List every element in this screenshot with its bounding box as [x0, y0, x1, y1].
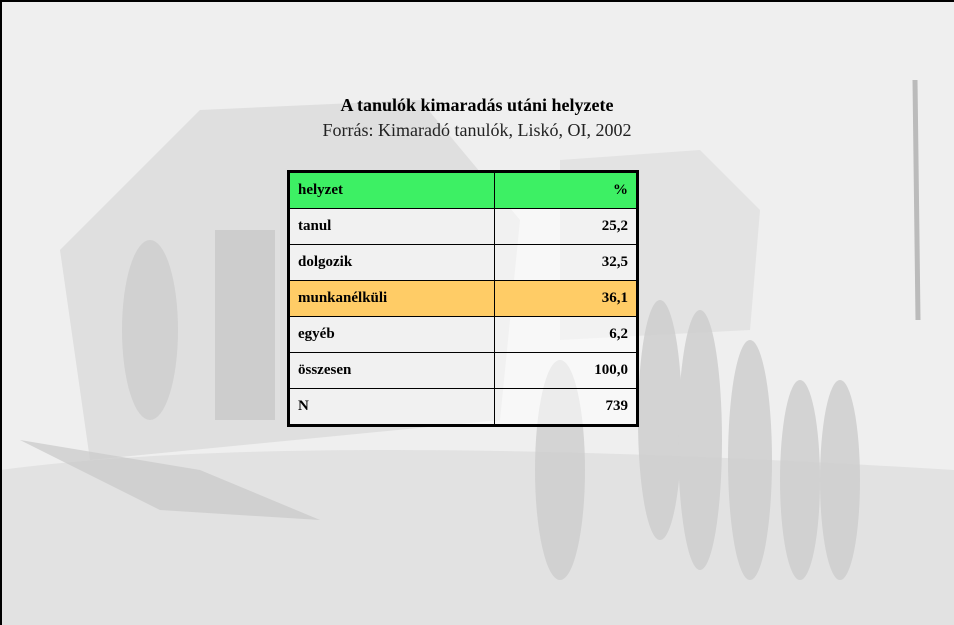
- cell: 100,0: [494, 352, 638, 389]
- subtitle: Forrás: Kimaradó tanulók, Liskó, OI, 200…: [322, 120, 632, 140]
- cell: 6,2: [494, 316, 638, 353]
- cell: tanul: [288, 208, 495, 245]
- cell: munkanélküli: [288, 280, 495, 317]
- row: tanul 25,2: [288, 208, 638, 245]
- row: összesen 100,0: [288, 352, 638, 389]
- row: N 739: [288, 388, 638, 426]
- cell: 739: [494, 388, 638, 426]
- cell: összesen: [288, 352, 495, 389]
- header-cell: helyzet: [288, 171, 495, 209]
- highlighted-row: munkanélküli 36,1: [288, 280, 638, 317]
- cell: 36,1: [494, 280, 638, 317]
- cell: egyéb: [288, 316, 495, 353]
- header-cell: %: [494, 171, 638, 209]
- row: egyéb 6,2: [288, 316, 638, 353]
- cell: 25,2: [494, 208, 638, 245]
- cell: dolgozik: [288, 244, 495, 281]
- row: dolgozik 32,5: [288, 244, 638, 281]
- cell: 32,5: [494, 244, 638, 281]
- header-row: helyzet %: [288, 171, 638, 209]
- title: A tanulók kimaradás utáni helyzete: [340, 95, 614, 115]
- data-table: helyzet % tanul 25,2 dolgozik 32,5 munkané…: [287, 170, 639, 427]
- cell: N: [288, 388, 495, 426]
